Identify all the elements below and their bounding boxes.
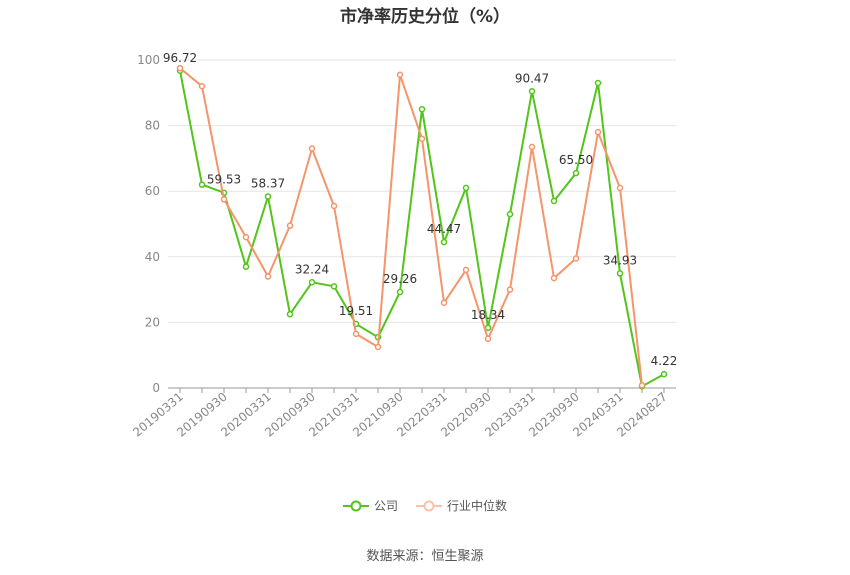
- data-label: 18.34: [471, 308, 505, 322]
- series-point-1: [418, 135, 426, 142]
- data-label: 58.37: [251, 177, 285, 191]
- y-tick-label: 40: [145, 250, 160, 264]
- series-point-0: [462, 184, 470, 192]
- legend-company-label: 公司: [373, 499, 398, 513]
- series-point-1: [528, 143, 536, 151]
- series-point-1: [220, 196, 228, 203]
- series-point-0: [506, 210, 514, 218]
- series-point-0: [418, 105, 426, 113]
- series-point-1: [264, 273, 272, 280]
- series-point-0: [550, 197, 558, 205]
- series-point-1: [198, 82, 206, 90]
- series-point-0: [330, 283, 338, 290]
- series-point-1: [440, 299, 448, 306]
- series-point-0: [440, 238, 448, 246]
- legend-item-company[interactable]: 公司: [342, 497, 398, 514]
- chart-title: 市净率历史分位（%）: [339, 7, 511, 27]
- series-point-0: [198, 181, 206, 188]
- series-point-1: [396, 71, 404, 79]
- x-axis: 2019033120190930202003312020093020210331…: [130, 387, 676, 440]
- series-point-1: [330, 202, 338, 210]
- series-point-0: [528, 88, 536, 95]
- legend-item-industry[interactable]: 行业中位数: [416, 497, 507, 514]
- data-label: 65.50: [559, 153, 593, 167]
- y-axis: 0 20 40 60 80 100: [137, 53, 160, 395]
- series-point-0: [572, 169, 580, 177]
- legend-industry-label: 行业中位数: [447, 499, 508, 513]
- series-point-1: [286, 222, 294, 229]
- data-source: 数据来源：恒生聚源: [366, 549, 484, 564]
- series-point-0: [242, 263, 250, 270]
- series-line-1: [179, 67, 643, 386]
- series-point-1: [616, 184, 624, 192]
- series-point-0: [484, 324, 492, 332]
- data-label: 4.22: [651, 354, 678, 368]
- series-point-1: [462, 266, 470, 274]
- y-tick-label: 60: [145, 184, 160, 198]
- data-label: 59.53: [207, 173, 241, 187]
- series-point-1: [594, 128, 602, 136]
- series-point-0: [594, 79, 602, 87]
- legend-industry-icon: [416, 500, 442, 511]
- series-point-0: [286, 310, 294, 318]
- grid-lines: [168, 59, 676, 323]
- data-label: 90.47: [515, 71, 549, 85]
- series-point-0: [660, 370, 668, 378]
- series-point-0: [396, 288, 404, 296]
- data-label: 96.72: [163, 51, 197, 65]
- data-label: 34.93: [603, 253, 637, 267]
- series-point-1: [242, 233, 250, 241]
- series-point-1: [638, 382, 646, 389]
- series-point-1: [572, 255, 580, 262]
- series-point-1: [550, 274, 558, 282]
- series-point-1: [176, 64, 184, 72]
- legend-company-icon: [342, 500, 369, 511]
- data-label: 19.51: [339, 304, 373, 318]
- data-labels: 96.72 59.53 58.37 32.24 19.51 29.26 44.47 18.34…: [163, 51, 678, 368]
- series-point-0: [308, 279, 316, 286]
- data-label: 29.26: [383, 272, 417, 286]
- legend: 公司 行业中位数: [0, 497, 850, 514]
- y-tick-label: 100: [137, 53, 160, 67]
- series-point-1: [506, 286, 514, 293]
- y-tick-label: 80: [145, 119, 160, 133]
- series-line-0: [179, 70, 665, 388]
- series-point-1: [374, 343, 382, 351]
- data-label: 32.24: [295, 262, 329, 276]
- series-point-1: [484, 335, 492, 343]
- series-point-0: [616, 270, 624, 277]
- y-tick-label: 20: [145, 315, 160, 329]
- y-tick-label: 0: [152, 381, 160, 395]
- data-label: 44.47: [427, 222, 461, 236]
- series-point-1: [352, 330, 360, 338]
- series-point-1: [308, 145, 316, 152]
- series-point-0: [264, 193, 272, 200]
- series-layer: [176, 64, 668, 390]
